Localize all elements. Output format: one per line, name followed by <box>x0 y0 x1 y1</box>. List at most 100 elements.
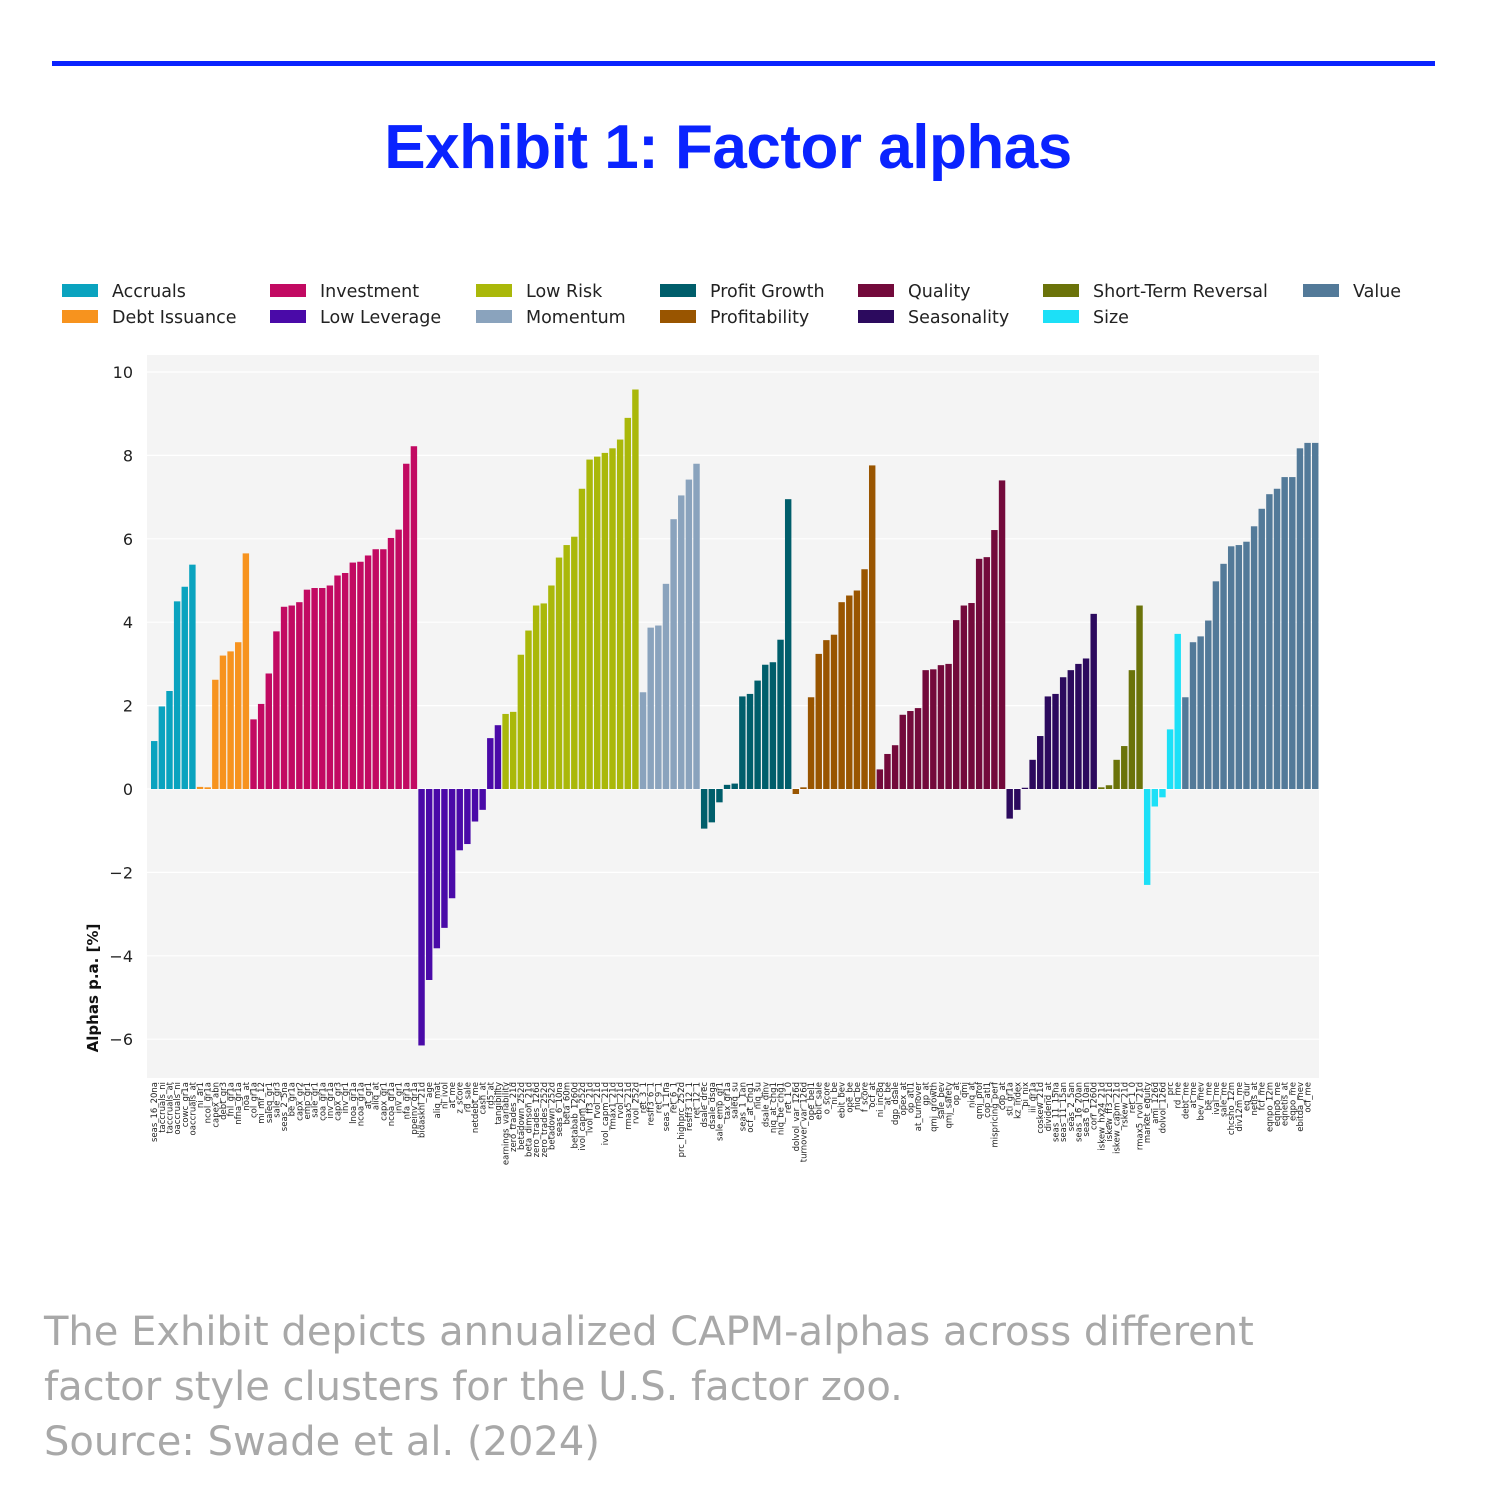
bar <box>273 631 280 789</box>
x-tick-label: ret_9_1 <box>654 1082 664 1113</box>
bar <box>1227 546 1235 789</box>
bar <box>830 634 838 789</box>
bar <box>1304 442 1311 789</box>
x-tick-label: ivol_capm_21d <box>601 1082 611 1145</box>
legend-swatch <box>858 284 894 297</box>
x-tick-label: niq_be <box>853 1082 863 1110</box>
bar <box>762 664 769 789</box>
bar <box>265 673 272 789</box>
bar <box>464 789 471 845</box>
bar <box>555 557 563 789</box>
bar <box>173 601 181 789</box>
bar <box>227 651 234 789</box>
x-tick-label: o_score <box>822 1082 832 1114</box>
bar <box>471 789 479 822</box>
bar <box>769 662 777 789</box>
x-tick-label: bidaskhl_21d <box>418 1082 428 1138</box>
bar <box>357 561 364 790</box>
x-tick-label: z_score <box>456 1082 466 1114</box>
bar <box>945 663 952 789</box>
bar <box>601 452 609 789</box>
x-tick-label: iskew_capm_21d <box>1113 1082 1123 1154</box>
bar <box>876 769 884 789</box>
x-tick-label: sale_gr1 <box>311 1082 321 1118</box>
x-tick-label: cowc_gr1a <box>181 1082 191 1127</box>
bar <box>1235 545 1243 789</box>
x-tick-label: ocf_at_chg1 <box>746 1082 756 1133</box>
bar <box>991 530 998 789</box>
bar <box>1266 494 1273 789</box>
x-tick-label: chcsho_12m <box>1227 1082 1237 1135</box>
x-tick-label: age <box>425 1082 435 1098</box>
x-tick-label: ocf_me <box>1304 1082 1314 1113</box>
bar <box>739 696 746 789</box>
x-tick-label: betadown_252d <box>547 1082 557 1150</box>
top-rule <box>52 61 1435 66</box>
bar <box>731 783 738 789</box>
x-tick-label: ret_1_0 <box>784 1082 794 1113</box>
x-tick-label: prc_highprc_252d <box>677 1082 687 1157</box>
series-low-leverage <box>418 725 502 1046</box>
bar <box>158 706 166 789</box>
bar <box>250 719 257 789</box>
bar <box>540 603 547 789</box>
x-tick-label: ope_bel1 <box>807 1082 817 1120</box>
x-tick-label: ami_126d <box>1151 1082 1161 1124</box>
x-tick-label: betabab_1260d <box>570 1082 580 1148</box>
x-tick-label: iskew_hxz4_21d <box>1097 1082 1107 1151</box>
legend-swatch <box>62 310 98 323</box>
x-tick-label: rskew_21d <box>1120 1082 1130 1127</box>
x-tick-label: seas_6_10na <box>555 1082 565 1137</box>
bar <box>242 553 250 789</box>
bar <box>1296 448 1304 789</box>
x-tick-label: coa_gr1a <box>318 1082 328 1121</box>
bar <box>1189 642 1197 789</box>
y-tick-label: 10 <box>113 363 133 382</box>
x-tick-label: resff3_12_1 <box>685 1082 695 1131</box>
legend-label: Size <box>1093 308 1129 328</box>
bar <box>838 602 845 789</box>
bar <box>1174 633 1181 789</box>
legend-label: Low Risk <box>526 282 603 302</box>
x-tick-label: saleq_gr1 <box>265 1082 275 1123</box>
bar <box>1250 526 1258 789</box>
x-tick-label: ope_be <box>845 1082 855 1113</box>
x-tick-label: rd_me <box>1174 1082 1184 1109</box>
x-tick-label: nfa_gr1a <box>402 1082 412 1119</box>
bar <box>922 670 929 789</box>
bar <box>823 640 830 789</box>
y-tick-label: 4 <box>123 613 133 632</box>
bar <box>1243 541 1250 789</box>
x-tick-label: emp_gr1 <box>303 1082 313 1119</box>
series-low-risk <box>502 389 639 790</box>
bar <box>1090 613 1097 789</box>
bar <box>968 603 975 789</box>
bar <box>1044 696 1052 789</box>
x-tick-label: rvol_252d <box>631 1082 641 1124</box>
y-tick-label: 6 <box>123 530 133 549</box>
x-tick-label: noa_at <box>242 1081 252 1110</box>
bar <box>1121 746 1128 789</box>
legend-item-profit-growth: Profit Growth <box>660 282 825 302</box>
series-investment <box>250 446 418 790</box>
bar <box>662 583 670 789</box>
x-tick-label: dolvol_var_126d <box>792 1082 802 1151</box>
x-tick-label: sale_gr3 <box>272 1082 282 1118</box>
bar <box>303 589 311 789</box>
bar <box>846 595 853 789</box>
bar <box>639 692 647 789</box>
bar <box>532 605 540 789</box>
bar <box>448 789 456 899</box>
x-tick-label: cash_at <box>479 1081 489 1114</box>
bar <box>784 499 792 789</box>
bar <box>884 753 891 789</box>
x-tick-label: eqpo_me <box>1288 1082 1298 1121</box>
bar <box>624 417 631 789</box>
legend-label: Debt Issuance <box>112 308 236 328</box>
bar <box>563 545 570 789</box>
x-tick-label: debt_gr3 <box>219 1082 229 1120</box>
series-seasonality <box>1006 613 1097 819</box>
bar <box>219 655 227 789</box>
x-tick-label: netdebt_me <box>471 1082 481 1133</box>
x-tick-label: iskew_ff3_21d <box>1105 1082 1115 1142</box>
